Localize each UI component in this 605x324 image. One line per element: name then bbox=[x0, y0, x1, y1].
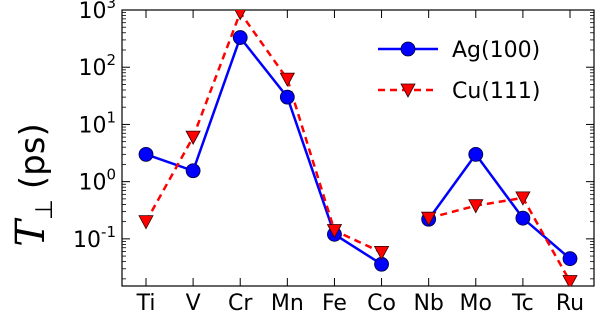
legend-entry-ag100: Ag(100) bbox=[378, 38, 540, 63]
y-axis-label-subscript: ⊥ bbox=[30, 199, 58, 220]
legend-marker-ag100 bbox=[400, 41, 416, 57]
y-tick-label: 100 bbox=[78, 166, 116, 196]
data-point-ag100 bbox=[185, 163, 201, 179]
legend-entry-cu111: Cu(111) bbox=[378, 79, 540, 104]
y-axis-label-unit: (ps) bbox=[13, 123, 53, 189]
data-point-ag100 bbox=[468, 146, 484, 162]
x-tick-label: Ti bbox=[136, 291, 156, 316]
series-layer bbox=[138, 10, 578, 286]
data-point-cu111 bbox=[138, 215, 154, 230]
x-tick-label: Nb bbox=[413, 291, 443, 316]
x-tick-label: Cr bbox=[228, 291, 253, 316]
y-tick-label: 10-1 bbox=[73, 223, 116, 253]
series-line-cu111 bbox=[428, 196, 572, 283]
y-axis-label-symbol: T bbox=[8, 217, 54, 247]
data-point-cu111 bbox=[234, 10, 246, 21]
legend-label-cu111: Cu(111) bbox=[452, 79, 540, 104]
data-point-cu111 bbox=[515, 191, 531, 206]
data-point-cu111 bbox=[468, 199, 484, 214]
x-tick-label: V bbox=[186, 291, 201, 316]
x-tick-label: Mn bbox=[271, 291, 304, 316]
x-axis: Ti V Cr Mn Fe Co Nb Mo Tc Ru bbox=[136, 10, 584, 316]
data-point-ag100 bbox=[138, 146, 154, 162]
x-tick-label: Ru bbox=[556, 291, 584, 316]
data-point-cu111 bbox=[420, 211, 437, 227]
legend: Ag(100) Cu(111) bbox=[378, 38, 540, 104]
data-point-cu111 bbox=[326, 224, 343, 239]
data-point-cu111 bbox=[185, 130, 201, 145]
data-point-ag100 bbox=[279, 89, 295, 105]
data-point-ag100 bbox=[515, 210, 531, 226]
data-point-ag100 bbox=[562, 251, 578, 267]
legend-marker-cu111 bbox=[400, 83, 416, 98]
x-tick-label: Co bbox=[367, 291, 396, 316]
x-tick-label: Mo bbox=[460, 291, 492, 316]
series-line-cu111 bbox=[144, 10, 383, 254]
x-tick-label: Tc bbox=[511, 291, 534, 316]
y-axis: 10-1 100 101 102 103 bbox=[73, 0, 594, 280]
x-tick-label: Fe bbox=[322, 291, 347, 316]
legend-label-ag100: Ag(100) bbox=[452, 38, 540, 63]
y-tick-label: 101 bbox=[78, 108, 116, 138]
y-tick-label: 103 bbox=[78, 0, 116, 24]
plot-frame bbox=[121, 9, 595, 287]
data-point-cu111 bbox=[562, 275, 578, 286]
series-line-ag100 bbox=[145, 34, 383, 266]
data-point-ag100 bbox=[232, 30, 248, 45]
y-tick-label: 102 bbox=[78, 51, 116, 81]
series-line-ag100 bbox=[427, 152, 571, 260]
data-point-cu111 bbox=[373, 245, 390, 261]
data-point-cu111 bbox=[279, 72, 296, 87]
y-axis-label: T⊥ (ps) bbox=[8, 123, 58, 246]
